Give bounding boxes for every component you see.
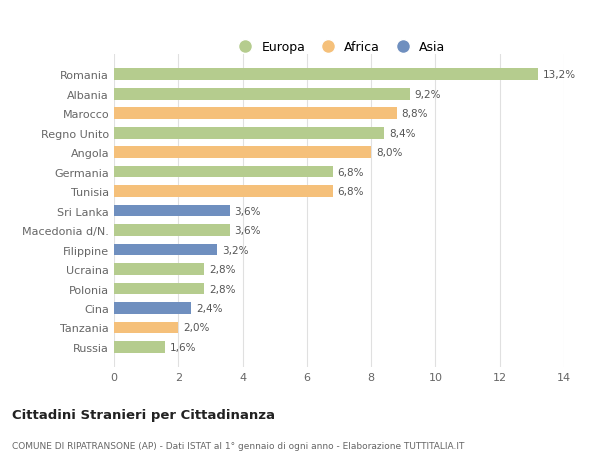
Text: 3,6%: 3,6% <box>235 225 261 235</box>
Bar <box>114 244 217 256</box>
Bar <box>114 128 384 139</box>
Bar <box>114 89 410 101</box>
Bar <box>114 263 204 275</box>
Bar <box>114 108 397 120</box>
Bar <box>114 302 191 314</box>
Legend: Europa, Africa, Asia: Europa, Africa, Asia <box>228 36 450 59</box>
Text: 6,8%: 6,8% <box>337 187 364 197</box>
Text: 3,6%: 3,6% <box>235 206 261 216</box>
Text: COMUNE DI RIPATRANSONE (AP) - Dati ISTAT al 1° gennaio di ogni anno - Elaborazio: COMUNE DI RIPATRANSONE (AP) - Dati ISTAT… <box>12 441 464 450</box>
Text: 2,8%: 2,8% <box>209 284 235 294</box>
Bar <box>114 167 332 178</box>
Text: 13,2%: 13,2% <box>543 70 576 80</box>
Bar <box>114 205 230 217</box>
Text: 8,0%: 8,0% <box>376 148 403 158</box>
Text: Cittadini Stranieri per Cittadinanza: Cittadini Stranieri per Cittadinanza <box>12 409 275 421</box>
Text: 6,8%: 6,8% <box>337 167 364 177</box>
Text: 8,8%: 8,8% <box>401 109 428 119</box>
Bar <box>114 186 332 197</box>
Text: 9,2%: 9,2% <box>415 90 441 100</box>
Text: 8,4%: 8,4% <box>389 129 415 139</box>
Bar <box>114 283 204 295</box>
Bar <box>114 225 230 236</box>
Text: 2,8%: 2,8% <box>209 264 235 274</box>
Text: 2,4%: 2,4% <box>196 303 223 313</box>
Bar <box>114 322 178 334</box>
Bar <box>114 69 538 81</box>
Text: 1,6%: 1,6% <box>170 342 197 352</box>
Bar <box>114 341 166 353</box>
Text: 2,0%: 2,0% <box>183 323 209 333</box>
Text: 3,2%: 3,2% <box>221 245 248 255</box>
Bar <box>114 147 371 159</box>
